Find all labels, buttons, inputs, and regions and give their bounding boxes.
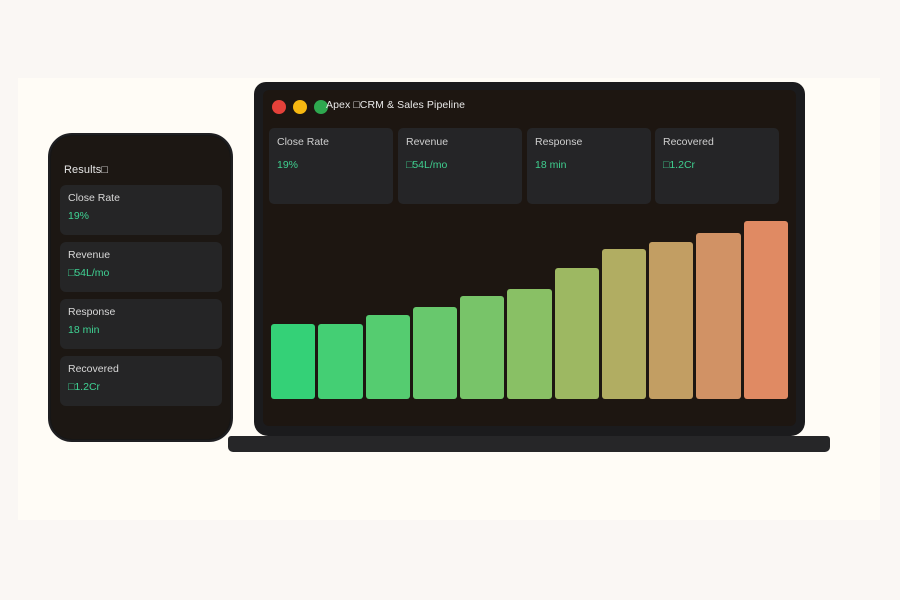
- card-label: Response: [68, 306, 116, 318]
- chart-bar[interactable]: [460, 296, 505, 399]
- stat-label: Revenue: [406, 136, 449, 148]
- window-titlebar: Apex □CRM & Sales Pipeline: [254, 96, 805, 118]
- card-value: 19%: [68, 210, 90, 222]
- chart-bar[interactable]: [696, 232, 741, 399]
- card-label: Close Rate: [68, 192, 120, 204]
- phone-card-recovered[interactable]: Recovered □1.2Cr: [60, 356, 222, 406]
- stat-value: □1.2Cr: [663, 159, 696, 171]
- phone-card-revenue[interactable]: Revenue □54L/mo: [60, 242, 222, 292]
- stat-card-recovered[interactable]: Recovered □1.2Cr: [655, 128, 779, 204]
- chart-bar[interactable]: [318, 324, 363, 399]
- bar-chart: [271, 212, 788, 399]
- phone-card-response[interactable]: Response 18 min: [60, 299, 222, 349]
- chart-bar[interactable]: [601, 249, 647, 399]
- stat-value: 19%: [277, 159, 299, 171]
- chart-bar[interactable]: [554, 268, 599, 399]
- chart-bar[interactable]: [271, 324, 316, 399]
- stat-value: □54L/mo: [406, 159, 448, 171]
- window-title: Apex □CRM & Sales Pipeline: [326, 99, 466, 111]
- laptop-base: [228, 436, 830, 452]
- phone-mockup: Results□ Close Rate 19% Revenue □54L/mo …: [48, 133, 233, 442]
- maximize-window-icon[interactable]: [314, 100, 328, 114]
- card-value: □54L/mo: [68, 267, 110, 279]
- phone-card-close-rate[interactable]: Close Rate 19%: [60, 185, 222, 235]
- stat-card-revenue[interactable]: Revenue □54L/mo: [398, 128, 522, 204]
- close-window-icon[interactable]: [272, 100, 286, 114]
- stat-card-response[interactable]: Response 18 min: [527, 128, 651, 204]
- card-label: Revenue: [68, 249, 111, 261]
- card-label: Recovered: [68, 363, 119, 375]
- stat-label: Response: [535, 136, 583, 148]
- phone-title: Results□: [64, 164, 109, 176]
- stat-label: Close Rate: [277, 136, 329, 148]
- card-value: 18 min: [68, 324, 100, 336]
- chart-bar[interactable]: [365, 314, 410, 399]
- stat-card-close-rate[interactable]: Close Rate 19%: [269, 128, 393, 204]
- chart-bar[interactable]: [412, 307, 458, 399]
- chart-bar[interactable]: [507, 288, 552, 399]
- chart-bar[interactable]: [743, 221, 788, 399]
- minimize-window-icon[interactable]: [293, 100, 307, 114]
- chart-bar[interactable]: [649, 241, 694, 399]
- stat-value: 18 min: [535, 159, 567, 171]
- card-value: □1.2Cr: [68, 381, 101, 393]
- stat-label: Recovered: [663, 136, 714, 148]
